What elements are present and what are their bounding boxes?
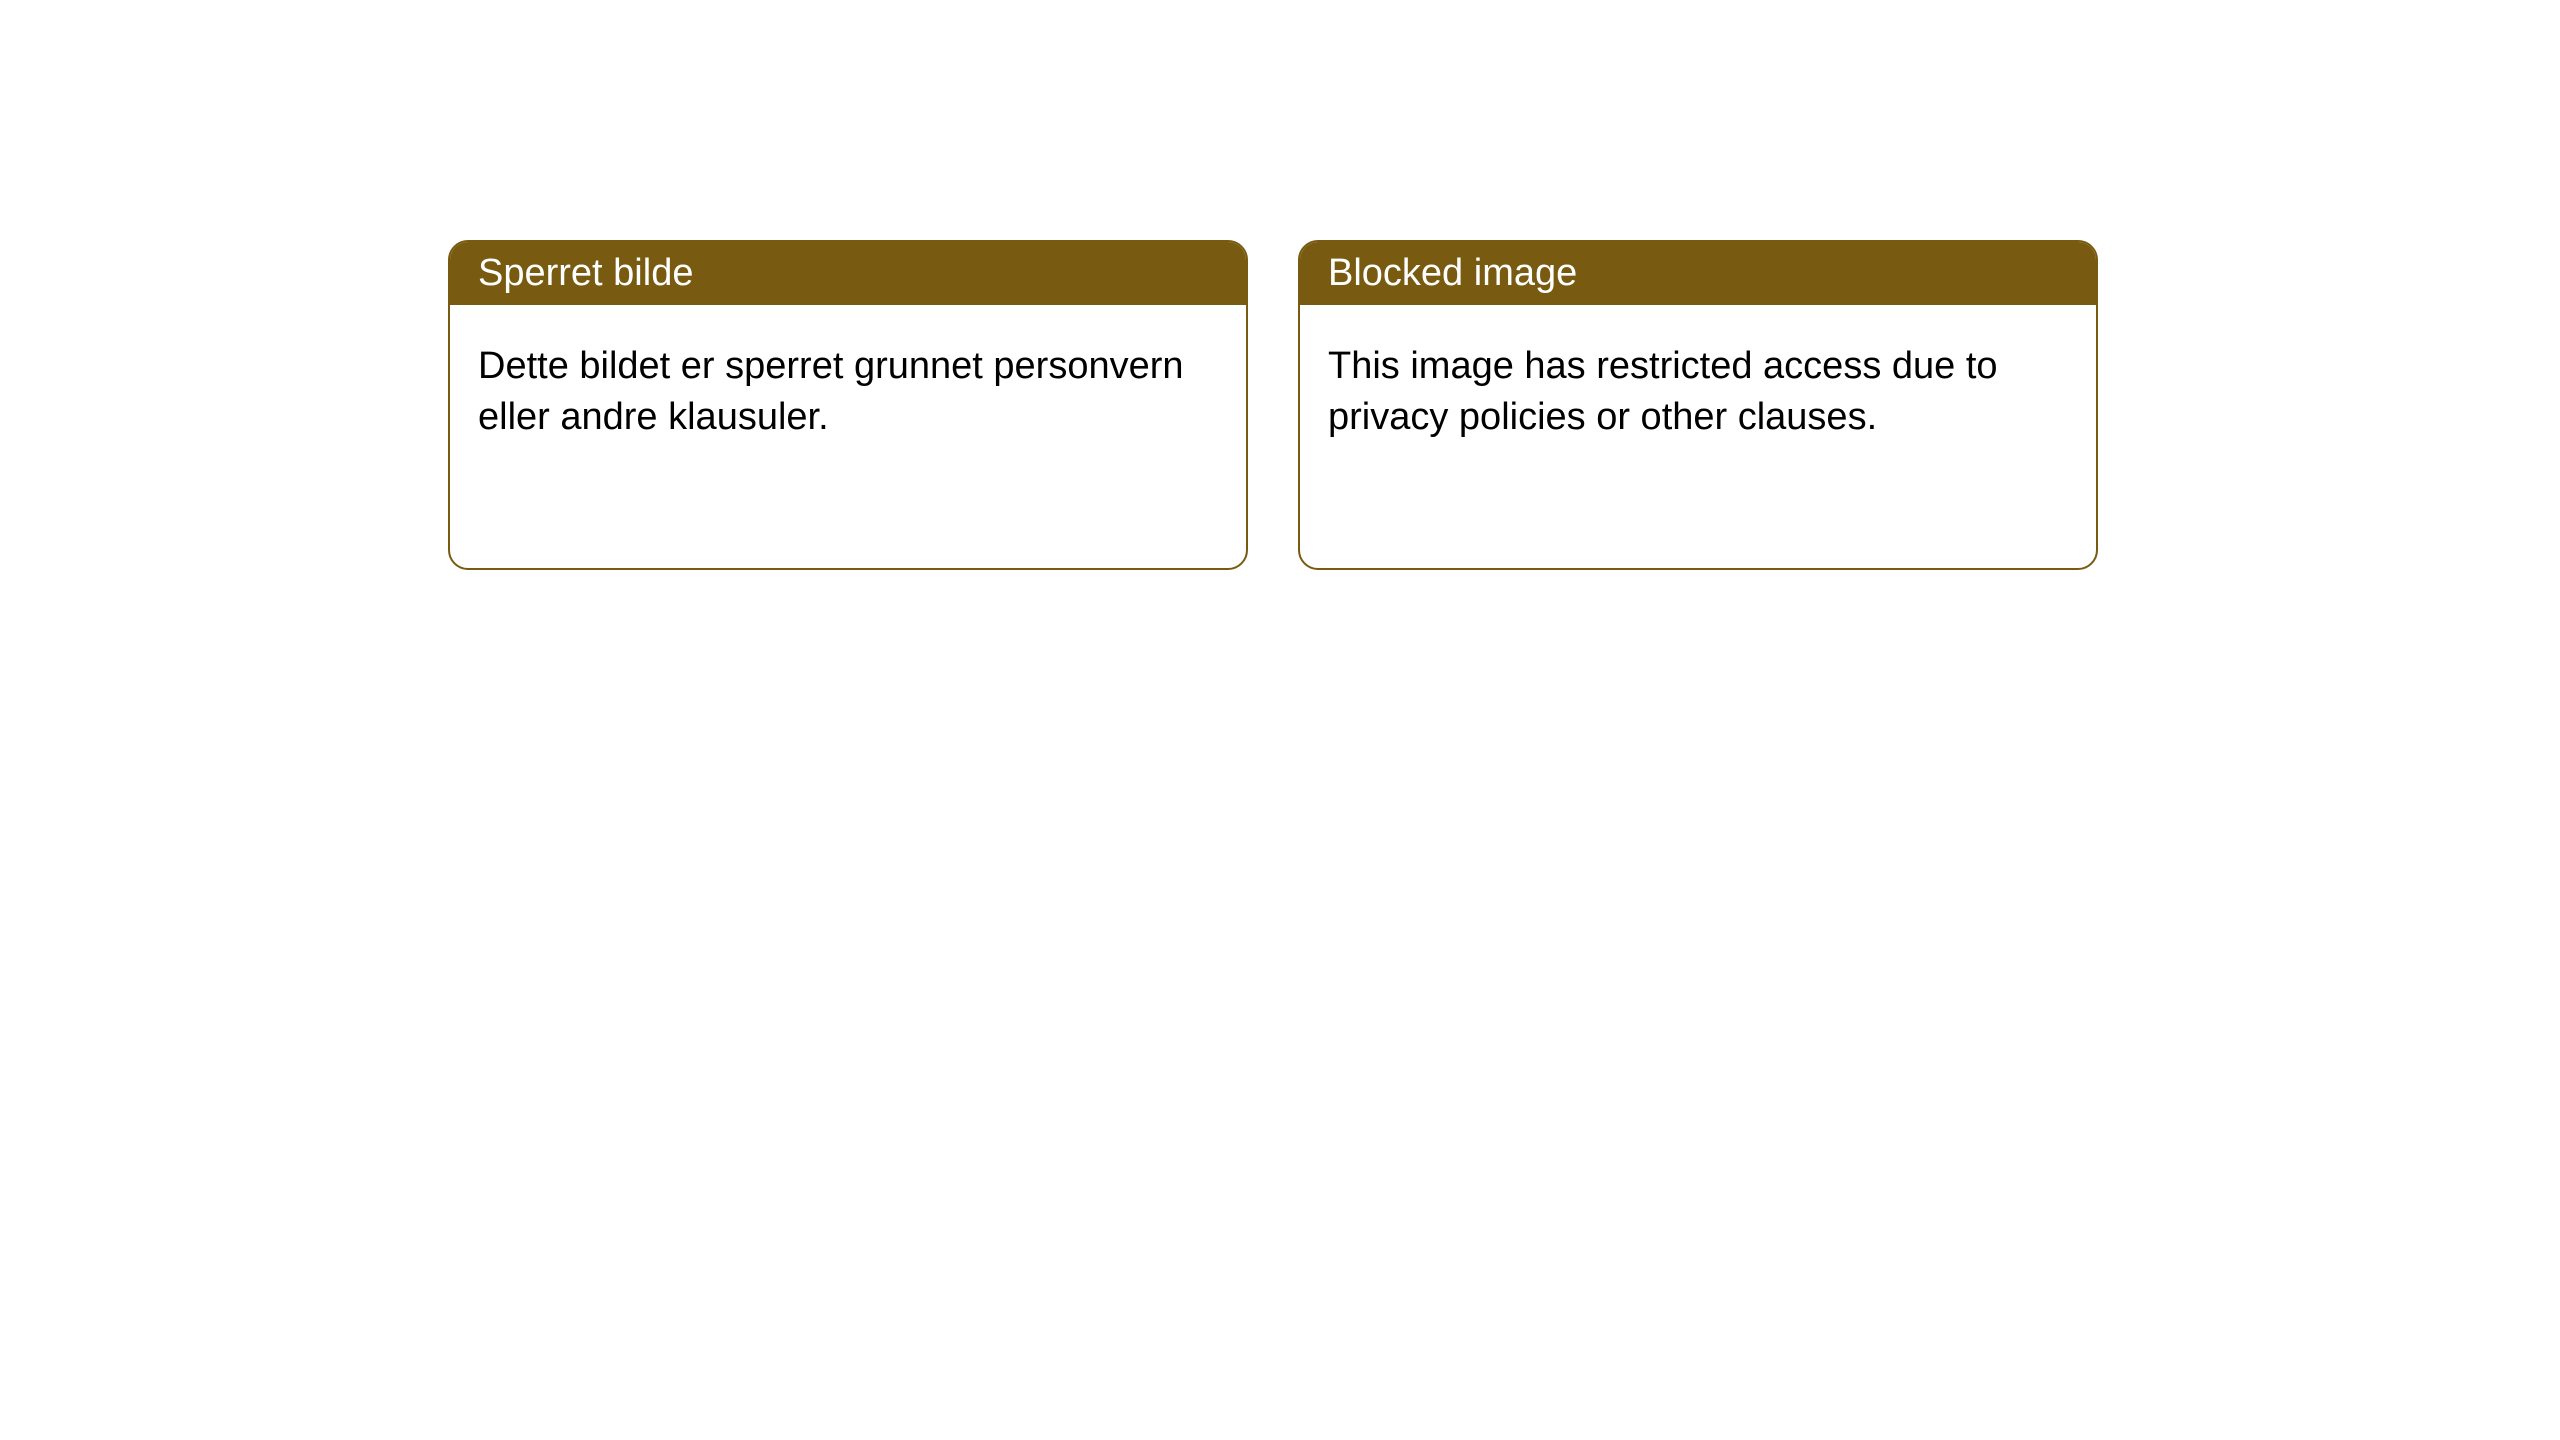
blocked-image-card-no: Sperret bilde Dette bildet er sperret gr… (448, 240, 1248, 570)
card-title: Blocked image (1300, 242, 2096, 305)
blocked-image-card-en: Blocked image This image has restricted … (1298, 240, 2098, 570)
card-title: Sperret bilde (450, 242, 1246, 305)
card-body: Dette bildet er sperret grunnet personve… (450, 305, 1246, 480)
card-container: Sperret bilde Dette bildet er sperret gr… (0, 0, 2560, 570)
card-body: This image has restricted access due to … (1300, 305, 2096, 480)
